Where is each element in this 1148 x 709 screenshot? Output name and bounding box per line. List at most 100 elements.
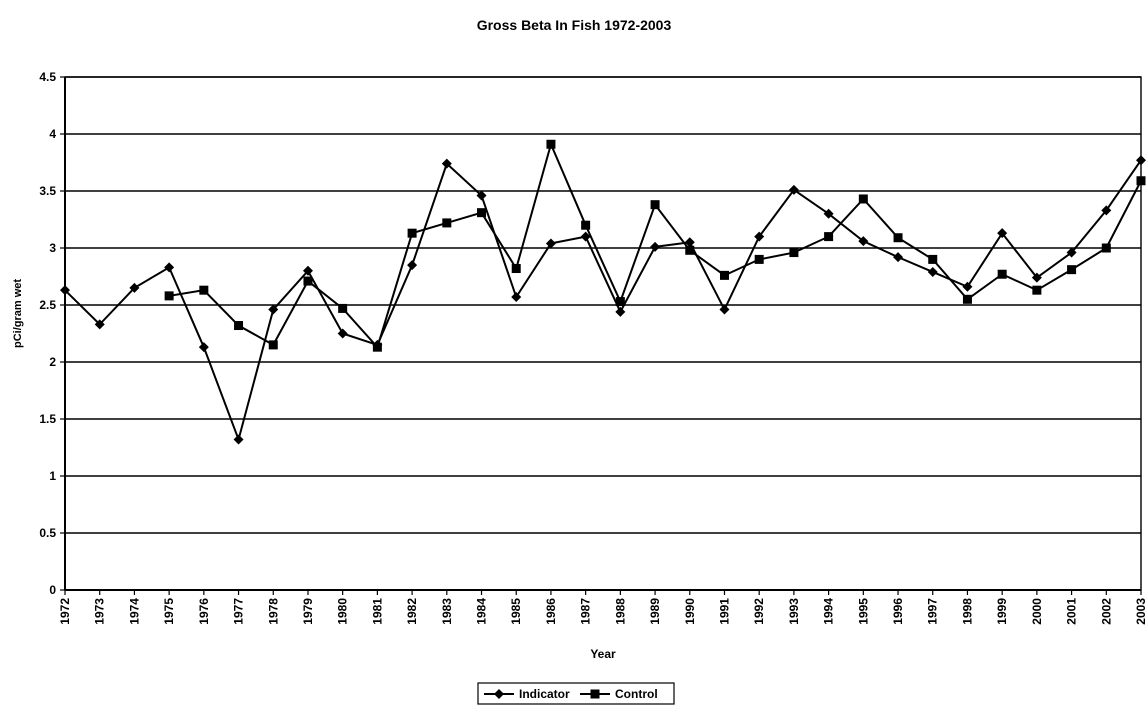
indicator-point — [302, 265, 313, 276]
y-axis-title: pCi/gram wet — [12, 279, 24, 348]
x-tick-label: 1987 — [579, 598, 593, 625]
indicator-point — [268, 304, 279, 315]
control-point — [997, 269, 1007, 279]
x-tick-label: 1999 — [995, 598, 1009, 625]
x-tick-label: 2000 — [1030, 598, 1044, 625]
indicator-point — [129, 282, 140, 293]
y-tick-label: 2.5 — [39, 298, 56, 312]
x-tick-label: 1983 — [440, 598, 454, 625]
indicator-point — [754, 231, 765, 242]
control-point — [1101, 243, 1111, 253]
x-tick-label: 1995 — [856, 598, 870, 625]
legend-label: Indicator — [519, 687, 570, 701]
x-tick-label: 1992 — [752, 598, 766, 625]
indicator-point — [1031, 272, 1042, 283]
x-tick-label: 2001 — [1065, 598, 1079, 625]
x-tick-label: 1993 — [787, 598, 801, 625]
indicator-point — [545, 238, 556, 249]
indicator-point — [1066, 247, 1077, 258]
indicator-point — [962, 281, 973, 292]
x-tick-label: 1976 — [197, 598, 211, 625]
y-tick-label: 0 — [49, 583, 56, 597]
control-point — [199, 285, 209, 295]
indicator-point — [927, 266, 938, 277]
indicator-point — [164, 262, 175, 273]
x-tick-label: 1974 — [127, 598, 141, 625]
control-point — [685, 245, 695, 255]
indicator-point — [511, 292, 522, 303]
control-point — [893, 233, 903, 243]
y-tick-label: 3 — [49, 241, 56, 255]
control-point — [650, 200, 660, 210]
x-tick-label: 1982 — [405, 598, 419, 625]
control-point — [442, 218, 452, 228]
indicator-point — [858, 236, 869, 247]
indicator-point — [60, 285, 70, 296]
indicator-point — [719, 304, 730, 315]
x-tick-label: 1973 — [93, 598, 107, 625]
control-point — [928, 254, 938, 264]
control-point — [824, 232, 834, 242]
series-line-indicator — [64, 159, 1142, 443]
x-tick-label: 1972 — [58, 598, 72, 625]
x-axis-title: Year — [590, 647, 616, 661]
indicator-point — [615, 306, 626, 317]
legend-box — [477, 682, 675, 705]
x-tick-label: 2003 — [1134, 598, 1148, 625]
indicator-point — [198, 342, 209, 353]
control-point — [858, 194, 868, 204]
indicator-point — [893, 252, 904, 263]
control-point — [511, 264, 521, 274]
control-point — [962, 294, 972, 304]
control-point — [407, 228, 417, 238]
x-tick-label: 1994 — [822, 598, 836, 625]
control-point — [789, 248, 799, 258]
control-point — [615, 297, 625, 307]
indicator-point — [580, 231, 591, 242]
control-point — [546, 139, 556, 149]
x-tick-label: 2002 — [1099, 598, 1113, 625]
y-tick-label: 1 — [49, 469, 56, 483]
control-point — [164, 291, 174, 301]
x-tick-label: 1997 — [926, 598, 940, 625]
control-point — [1067, 265, 1077, 275]
indicator-point — [823, 208, 834, 219]
x-tick-label: 1984 — [475, 598, 489, 625]
indicator-point — [441, 158, 452, 169]
x-tick-label: 1975 — [162, 598, 176, 625]
legend-label: Control — [615, 687, 658, 701]
x-tick-label: 1981 — [370, 598, 384, 625]
x-tick-label: 1986 — [544, 598, 558, 625]
control-point — [719, 270, 729, 280]
indicator-point — [407, 260, 418, 271]
x-tick-label: 1996 — [891, 598, 905, 625]
chart-title: Gross Beta In Fish 1972-2003 — [476, 17, 672, 33]
x-tick-label: 1985 — [509, 598, 523, 625]
control-point — [581, 220, 591, 230]
y-tick-label: 0.5 — [39, 526, 56, 540]
indicator-point — [94, 319, 105, 330]
x-tick-label: 1998 — [960, 598, 974, 625]
legend-indicator-marker — [494, 689, 504, 699]
control-point — [268, 340, 278, 350]
x-tick-label: 1978 — [266, 598, 280, 625]
control-point — [303, 276, 313, 286]
control-point — [1032, 285, 1042, 295]
x-tick-label: 1988 — [613, 598, 627, 625]
indicator-point — [997, 228, 1008, 239]
indicator-point — [337, 328, 348, 339]
plot-area — [64, 76, 1142, 591]
x-tick-label: 1989 — [648, 598, 662, 625]
y-tick-label: 4.5 — [39, 70, 56, 84]
indicator-point — [233, 434, 244, 445]
x-tick-label: 1979 — [301, 598, 315, 625]
x-tick-label: 1977 — [232, 598, 246, 625]
indicator-point — [684, 237, 695, 248]
indicator-point — [1101, 205, 1112, 216]
control-point — [754, 254, 764, 264]
y-tick-label: 3.5 — [39, 184, 56, 198]
x-tick-label: 1990 — [683, 598, 697, 625]
control-point — [372, 342, 382, 352]
control-point — [477, 208, 487, 218]
